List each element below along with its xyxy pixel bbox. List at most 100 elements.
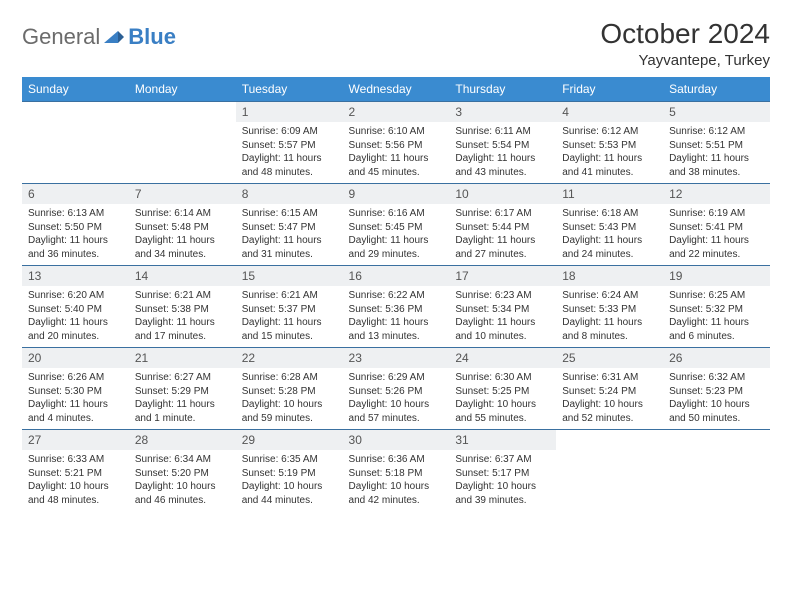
calendar-week: 6Sunrise: 6:13 AMSunset: 5:50 PMDaylight… xyxy=(22,184,770,266)
calendar-day: 28Sunrise: 6:34 AMSunset: 5:20 PMDayligh… xyxy=(129,430,236,512)
day-ss: Sunset: 5:54 PM xyxy=(455,139,550,153)
day-sr: Sunrise: 6:15 AM xyxy=(242,207,337,221)
calendar-day: 4Sunrise: 6:12 AMSunset: 5:53 PMDaylight… xyxy=(556,102,663,184)
day-details: Sunrise: 6:11 AMSunset: 5:54 PMDaylight:… xyxy=(449,122,556,183)
day-number: 12 xyxy=(663,184,770,204)
day-sr: Sunrise: 6:37 AM xyxy=(455,453,550,467)
day-dl: Daylight: 10 hours and 39 minutes. xyxy=(455,480,550,507)
day-sr: Sunrise: 6:22 AM xyxy=(349,289,444,303)
calendar-week: 1Sunrise: 6:09 AMSunset: 5:57 PMDaylight… xyxy=(22,102,770,184)
day-ss: Sunset: 5:56 PM xyxy=(349,139,444,153)
day-ss: Sunset: 5:36 PM xyxy=(349,303,444,317)
day-details: Sunrise: 6:21 AMSunset: 5:38 PMDaylight:… xyxy=(129,286,236,347)
day-dl: Daylight: 11 hours and 43 minutes. xyxy=(455,152,550,179)
day-sr: Sunrise: 6:11 AM xyxy=(455,125,550,139)
day-details: Sunrise: 6:29 AMSunset: 5:26 PMDaylight:… xyxy=(343,368,450,429)
day-ss: Sunset: 5:38 PM xyxy=(135,303,230,317)
day-sr: Sunrise: 6:14 AM xyxy=(135,207,230,221)
day-details: Sunrise: 6:15 AMSunset: 5:47 PMDaylight:… xyxy=(236,204,343,265)
day-sr: Sunrise: 6:24 AM xyxy=(562,289,657,303)
day-details: Sunrise: 6:09 AMSunset: 5:57 PMDaylight:… xyxy=(236,122,343,183)
day-ss: Sunset: 5:44 PM xyxy=(455,221,550,235)
day-number: 27 xyxy=(22,430,129,450)
day-details: Sunrise: 6:26 AMSunset: 5:30 PMDaylight:… xyxy=(22,368,129,429)
calendar-day: 2Sunrise: 6:10 AMSunset: 5:56 PMDaylight… xyxy=(343,102,450,184)
day-details: Sunrise: 6:31 AMSunset: 5:24 PMDaylight:… xyxy=(556,368,663,429)
day-dl: Daylight: 10 hours and 46 minutes. xyxy=(135,480,230,507)
day-details: Sunrise: 6:35 AMSunset: 5:19 PMDaylight:… xyxy=(236,450,343,511)
day-sr: Sunrise: 6:09 AM xyxy=(242,125,337,139)
day-dl: Daylight: 11 hours and 8 minutes. xyxy=(562,316,657,343)
day-number: 1 xyxy=(236,102,343,122)
day-ss: Sunset: 5:50 PM xyxy=(28,221,123,235)
day-ss: Sunset: 5:37 PM xyxy=(242,303,337,317)
day-number: 10 xyxy=(449,184,556,204)
calendar-week: 13Sunrise: 6:20 AMSunset: 5:40 PMDayligh… xyxy=(22,266,770,348)
calendar-day: 27Sunrise: 6:33 AMSunset: 5:21 PMDayligh… xyxy=(22,430,129,512)
calendar-day: 16Sunrise: 6:22 AMSunset: 5:36 PMDayligh… xyxy=(343,266,450,348)
calendar-day: 18Sunrise: 6:24 AMSunset: 5:33 PMDayligh… xyxy=(556,266,663,348)
day-dl: Daylight: 11 hours and 29 minutes. xyxy=(349,234,444,261)
day-number: 5 xyxy=(663,102,770,122)
day-ss: Sunset: 5:33 PM xyxy=(562,303,657,317)
calendar-day: 22Sunrise: 6:28 AMSunset: 5:28 PMDayligh… xyxy=(236,348,343,430)
day-dl: Daylight: 10 hours and 44 minutes. xyxy=(242,480,337,507)
day-sr: Sunrise: 6:10 AM xyxy=(349,125,444,139)
day-number: 25 xyxy=(556,348,663,368)
day-number: 30 xyxy=(343,430,450,450)
day-dl: Daylight: 11 hours and 38 minutes. xyxy=(669,152,764,179)
calendar-day: 13Sunrise: 6:20 AMSunset: 5:40 PMDayligh… xyxy=(22,266,129,348)
calendar-day: 11Sunrise: 6:18 AMSunset: 5:43 PMDayligh… xyxy=(556,184,663,266)
day-ss: Sunset: 5:53 PM xyxy=(562,139,657,153)
day-dl: Daylight: 11 hours and 48 minutes. xyxy=(242,152,337,179)
day-ss: Sunset: 5:18 PM xyxy=(349,467,444,481)
day-number: 19 xyxy=(663,266,770,286)
day-ss: Sunset: 5:45 PM xyxy=(349,221,444,235)
day-ss: Sunset: 5:17 PM xyxy=(455,467,550,481)
day-details: Sunrise: 6:10 AMSunset: 5:56 PMDaylight:… xyxy=(343,122,450,183)
calendar-day: 3Sunrise: 6:11 AMSunset: 5:54 PMDaylight… xyxy=(449,102,556,184)
day-sr: Sunrise: 6:31 AM xyxy=(562,371,657,385)
day-number: 4 xyxy=(556,102,663,122)
day-details: Sunrise: 6:12 AMSunset: 5:53 PMDaylight:… xyxy=(556,122,663,183)
day-number: 23 xyxy=(343,348,450,368)
day-details: Sunrise: 6:27 AMSunset: 5:29 PMDaylight:… xyxy=(129,368,236,429)
day-details: Sunrise: 6:33 AMSunset: 5:21 PMDaylight:… xyxy=(22,450,129,511)
day-sr: Sunrise: 6:34 AM xyxy=(135,453,230,467)
calendar-day: 19Sunrise: 6:25 AMSunset: 5:32 PMDayligh… xyxy=(663,266,770,348)
day-dl: Daylight: 10 hours and 59 minutes. xyxy=(242,398,337,425)
day-sr: Sunrise: 6:21 AM xyxy=(135,289,230,303)
day-ss: Sunset: 5:57 PM xyxy=(242,139,337,153)
calendar-week: 20Sunrise: 6:26 AMSunset: 5:30 PMDayligh… xyxy=(22,348,770,430)
day-number: 3 xyxy=(449,102,556,122)
day-sr: Sunrise: 6:12 AM xyxy=(562,125,657,139)
day-ss: Sunset: 5:34 PM xyxy=(455,303,550,317)
calendar-day: 26Sunrise: 6:32 AMSunset: 5:23 PMDayligh… xyxy=(663,348,770,430)
day-sr: Sunrise: 6:12 AM xyxy=(669,125,764,139)
day-ss: Sunset: 5:51 PM xyxy=(669,139,764,153)
month-title: October 2024 xyxy=(600,18,770,50)
calendar-day: 31Sunrise: 6:37 AMSunset: 5:17 PMDayligh… xyxy=(449,430,556,512)
day-sr: Sunrise: 6:33 AM xyxy=(28,453,123,467)
day-sr: Sunrise: 6:26 AM xyxy=(28,371,123,385)
calendar-day xyxy=(663,430,770,512)
calendar-day: 12Sunrise: 6:19 AMSunset: 5:41 PMDayligh… xyxy=(663,184,770,266)
day-details: Sunrise: 6:37 AMSunset: 5:17 PMDaylight:… xyxy=(449,450,556,511)
day-ss: Sunset: 5:32 PM xyxy=(669,303,764,317)
day-sr: Sunrise: 6:16 AM xyxy=(349,207,444,221)
calendar-day: 21Sunrise: 6:27 AMSunset: 5:29 PMDayligh… xyxy=(129,348,236,430)
calendar-table: Sunday Monday Tuesday Wednesday Thursday… xyxy=(22,77,770,512)
title-block: October 2024 Yayvantepe, Turkey xyxy=(600,18,770,69)
day-sr: Sunrise: 6:35 AM xyxy=(242,453,337,467)
day-details: Sunrise: 6:23 AMSunset: 5:34 PMDaylight:… xyxy=(449,286,556,347)
day-sr: Sunrise: 6:32 AM xyxy=(669,371,764,385)
day-number: 6 xyxy=(22,184,129,204)
day-dl: Daylight: 10 hours and 52 minutes. xyxy=(562,398,657,425)
calendar-day: 23Sunrise: 6:29 AMSunset: 5:26 PMDayligh… xyxy=(343,348,450,430)
day-details: Sunrise: 6:13 AMSunset: 5:50 PMDaylight:… xyxy=(22,204,129,265)
logo-text-general: General xyxy=(22,24,100,50)
day-dl: Daylight: 11 hours and 31 minutes. xyxy=(242,234,337,261)
day-dl: Daylight: 11 hours and 22 minutes. xyxy=(669,234,764,261)
day-sr: Sunrise: 6:19 AM xyxy=(669,207,764,221)
day-sr: Sunrise: 6:27 AM xyxy=(135,371,230,385)
